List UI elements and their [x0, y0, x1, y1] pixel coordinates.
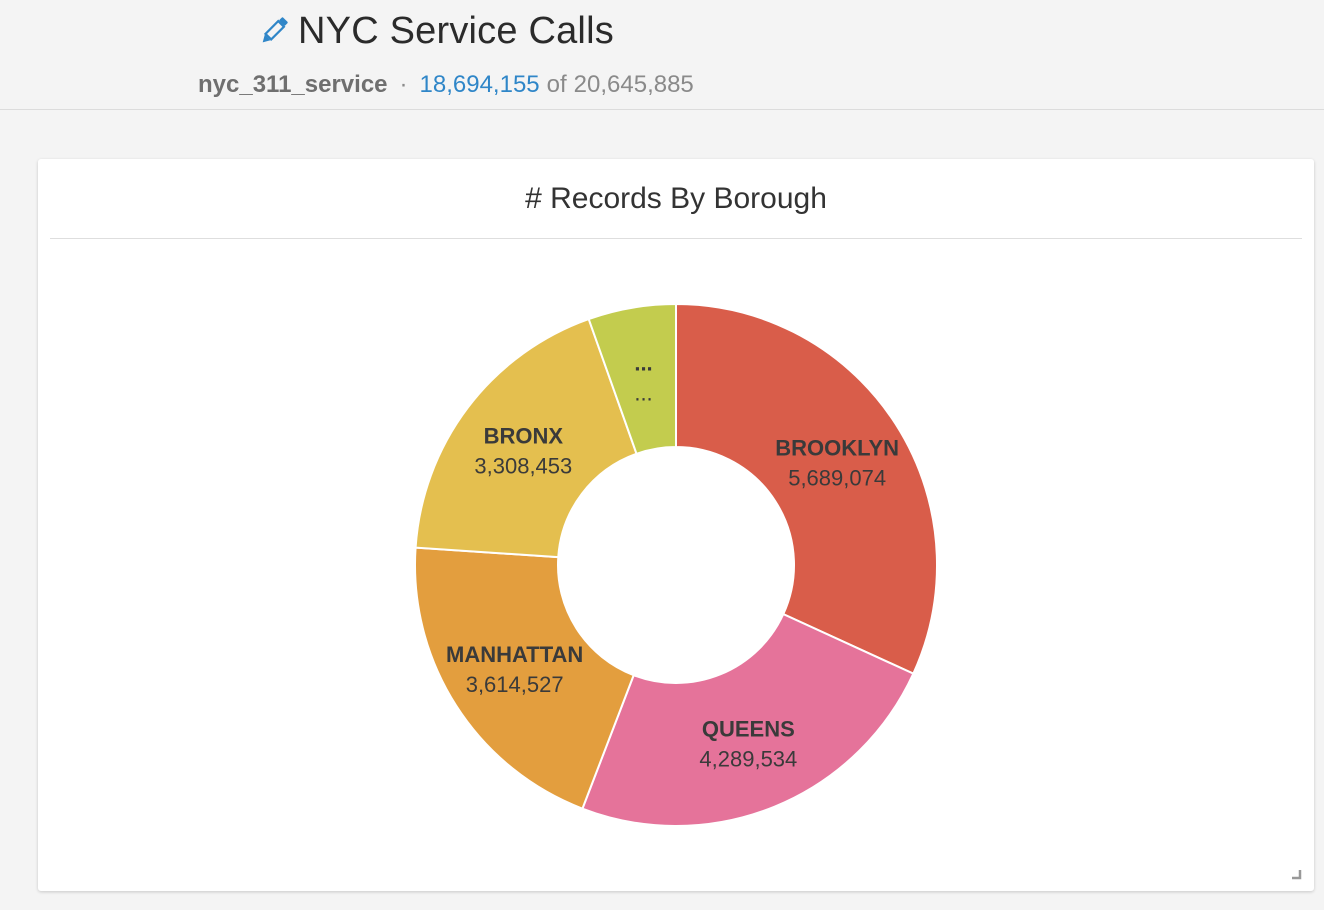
slice-value-brooklyn: 5,689,074 — [788, 466, 886, 491]
title-row: NYC Service Calls — [256, 8, 614, 54]
separator-dot: · — [399, 71, 408, 98]
pencil-icon[interactable] — [256, 13, 292, 49]
dataset-name[interactable]: nyc_311_service — [198, 71, 388, 98]
slice-bronx[interactable] — [414, 317, 638, 559]
chart-title[interactable]: # Records By Borough — [50, 159, 1302, 239]
slice-manhattan[interactable] — [414, 546, 635, 810]
slice-other[interactable] — [587, 302, 677, 456]
slice-label-other: ... — [634, 350, 652, 375]
dashboard-header: NYC Service Calls nyc_311_service · 18,6… — [0, 0, 1324, 110]
slice-queens[interactable] — [581, 612, 915, 827]
donut-chart: BROOKLYN 5,689,074 QUEENS 4,289,534 MANHATTA… — [414, 302, 938, 827]
slice-brooklyn[interactable] — [675, 302, 938, 675]
slice-value-queens: 4,289,534 — [699, 746, 797, 771]
slice-label-brooklyn: BROOKLYN — [775, 436, 899, 461]
slice-value-manhattan: 3,614,527 — [466, 672, 564, 697]
filtered-record-count[interactable]: 18,694,155 — [419, 71, 540, 98]
dataset-summary: nyc_311_service · 18,694,155 of 20,645,8… — [198, 69, 694, 101]
slice-label-manhattan: MANHATTAN — [446, 642, 583, 667]
resize-corner-icon[interactable] — [1290, 867, 1302, 880]
slice-label-queens: QUEENS — [702, 716, 795, 741]
slice-value-other: ... — [634, 380, 652, 405]
slice-label-bronx: BRONX — [484, 423, 564, 448]
chart-card: # Records By Borough BROOKLYN 5,689,074 QU… — [38, 159, 1314, 891]
total-record-count: 20,645,885 — [573, 71, 694, 98]
page-title[interactable]: NYC Service Calls — [298, 9, 614, 52]
of-label: of — [546, 71, 567, 98]
slice-value-bronx: 3,308,453 — [474, 453, 572, 478]
